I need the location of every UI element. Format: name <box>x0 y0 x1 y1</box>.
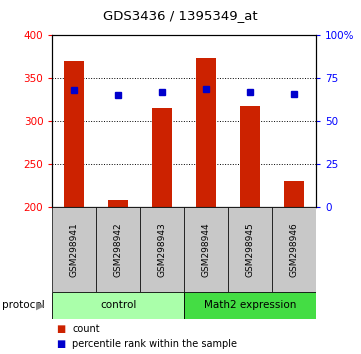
Bar <box>52 292 184 319</box>
Text: GSM298941: GSM298941 <box>70 222 79 277</box>
Text: protocol: protocol <box>2 300 44 310</box>
Text: ■: ■ <box>56 339 65 349</box>
Text: percentile rank within the sample: percentile rank within the sample <box>72 339 237 349</box>
Bar <box>96 207 140 292</box>
Text: ■: ■ <box>56 324 65 333</box>
Bar <box>64 61 84 207</box>
Bar <box>240 106 260 207</box>
Bar <box>284 181 304 207</box>
Bar <box>196 58 216 207</box>
Bar <box>228 207 272 292</box>
Bar <box>184 207 228 292</box>
Bar <box>140 207 184 292</box>
Text: count: count <box>72 324 100 333</box>
Text: Math2 expression: Math2 expression <box>204 300 296 310</box>
Text: GSM298946: GSM298946 <box>290 222 299 277</box>
Bar <box>52 207 96 292</box>
Text: GDS3436 / 1395349_at: GDS3436 / 1395349_at <box>103 10 258 22</box>
Text: GSM298945: GSM298945 <box>245 222 255 277</box>
Text: GSM298944: GSM298944 <box>201 222 210 277</box>
Bar <box>108 200 128 207</box>
Text: GSM298943: GSM298943 <box>158 222 167 277</box>
Bar <box>152 108 172 207</box>
Text: ▶: ▶ <box>36 300 44 310</box>
Bar <box>272 207 316 292</box>
Bar <box>184 292 316 319</box>
Text: control: control <box>100 300 136 310</box>
Text: GSM298942: GSM298942 <box>114 222 123 277</box>
